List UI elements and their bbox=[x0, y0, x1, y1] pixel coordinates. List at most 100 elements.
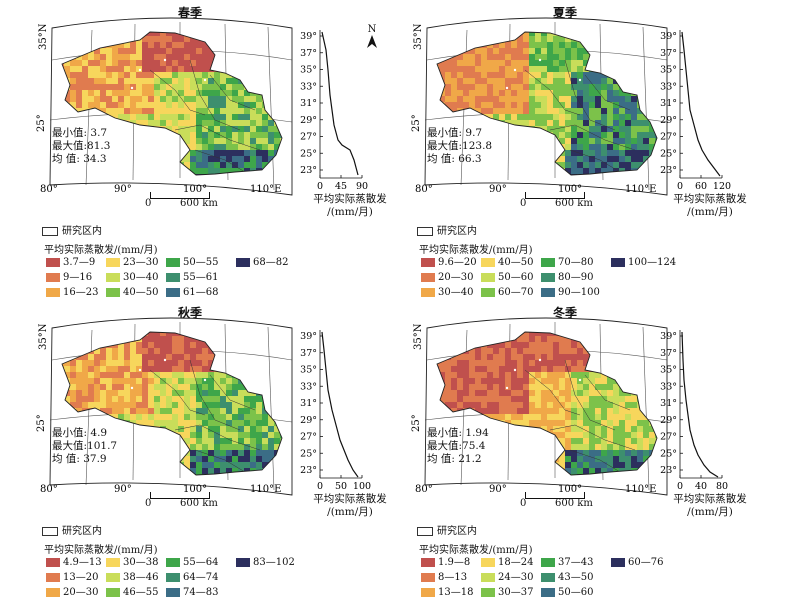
raster-cell bbox=[541, 342, 547, 348]
raster-cell bbox=[571, 84, 577, 90]
raster-cell bbox=[220, 90, 226, 96]
raster-cell bbox=[154, 366, 160, 372]
raster-cell bbox=[184, 366, 190, 372]
raster-cell bbox=[457, 96, 463, 102]
raster-cell bbox=[589, 168, 595, 174]
legend-item: 100—124 bbox=[611, 257, 676, 268]
raster-cell bbox=[196, 468, 202, 474]
raster-cell bbox=[244, 150, 250, 156]
raster-cell bbox=[160, 396, 166, 402]
legend-swatch bbox=[166, 273, 180, 282]
raster-cell bbox=[511, 72, 517, 78]
raster-cell bbox=[184, 396, 190, 402]
raster-cell bbox=[619, 126, 625, 132]
raster-cell bbox=[244, 90, 250, 96]
raster-cell bbox=[619, 408, 625, 414]
raster-cell bbox=[154, 378, 160, 384]
raster-cell bbox=[553, 372, 559, 378]
raster-cell bbox=[541, 378, 547, 384]
raster-cell bbox=[625, 432, 631, 438]
raster-cell bbox=[607, 378, 613, 384]
profile-y-tick: 39° bbox=[660, 331, 677, 342]
raster-cell bbox=[457, 54, 463, 60]
legend-item: 8—13 bbox=[421, 572, 467, 583]
raster-cell bbox=[220, 390, 226, 396]
raster-cell bbox=[232, 132, 238, 138]
raster-cell bbox=[547, 126, 553, 132]
raster-cell bbox=[481, 348, 487, 354]
raster-cell bbox=[529, 336, 535, 342]
raster-cell bbox=[184, 156, 190, 162]
raster-cell bbox=[262, 120, 268, 126]
raster-cell bbox=[553, 48, 559, 54]
raster-cell bbox=[613, 102, 619, 108]
scale-zero: 0 bbox=[145, 198, 152, 209]
raster-cell bbox=[577, 402, 583, 408]
raster-cell bbox=[94, 84, 100, 90]
legend-label: 1.9—8 bbox=[438, 557, 471, 568]
raster-cell bbox=[523, 360, 529, 366]
profile-y-tick: 29° bbox=[660, 115, 677, 126]
raster-cell bbox=[553, 390, 559, 396]
lat-label: 35°N bbox=[38, 323, 49, 350]
raster-cell bbox=[94, 372, 100, 378]
raster-cell bbox=[499, 114, 505, 120]
raster-cell bbox=[607, 102, 613, 108]
raster-cell bbox=[529, 332, 535, 336]
raster-cell bbox=[499, 78, 505, 84]
raster-cell bbox=[190, 42, 196, 48]
raster-cell bbox=[100, 72, 106, 78]
raster-cell bbox=[643, 138, 649, 144]
raster-cell bbox=[208, 450, 214, 456]
raster-cell bbox=[142, 360, 148, 366]
raster-cell bbox=[190, 438, 196, 444]
raster-cell bbox=[535, 348, 541, 354]
raster-cell bbox=[76, 66, 82, 72]
raster-cell bbox=[547, 102, 553, 108]
raster-cell bbox=[196, 438, 202, 444]
legend-swatch bbox=[166, 288, 180, 297]
raster-cell bbox=[202, 72, 208, 78]
raster-cell bbox=[100, 96, 106, 102]
raster-cell bbox=[166, 36, 172, 42]
raster-cell bbox=[226, 456, 232, 462]
raster-cell bbox=[88, 102, 94, 108]
legend-item: 9.6—20 bbox=[421, 257, 477, 268]
raster-cell bbox=[553, 108, 559, 114]
profile-x-tick: 0 bbox=[677, 481, 683, 492]
raster-cell bbox=[613, 120, 619, 126]
raster-cell bbox=[190, 114, 196, 120]
raster-cell bbox=[226, 408, 232, 414]
raster-cell bbox=[70, 102, 76, 108]
raster-cell bbox=[250, 438, 256, 444]
raster-cell bbox=[589, 456, 595, 462]
raster-cell bbox=[172, 372, 178, 378]
raster-cell bbox=[559, 462, 565, 468]
raster-cell bbox=[493, 396, 499, 402]
raster-cell bbox=[100, 390, 106, 396]
profile-x-tick: 0 bbox=[317, 481, 323, 492]
raster-cell bbox=[523, 60, 529, 66]
profile-label-line1: 平均实际蒸散发 bbox=[673, 193, 747, 205]
raster-cell bbox=[256, 402, 262, 408]
raster-cell bbox=[136, 420, 142, 426]
raster-cell bbox=[196, 66, 202, 72]
raster-cell bbox=[469, 90, 475, 96]
raster-cell bbox=[511, 390, 517, 396]
raster-cell bbox=[154, 396, 160, 402]
profile-y-tick: 37° bbox=[300, 48, 317, 59]
profile-y-tick: 37° bbox=[660, 48, 677, 59]
raster-cell bbox=[262, 126, 268, 132]
raster-cell bbox=[619, 114, 625, 120]
raster-cell bbox=[583, 102, 589, 108]
raster-cell bbox=[499, 66, 505, 72]
legend-inside-label: 研究区内 bbox=[62, 226, 102, 237]
raster-cell bbox=[463, 354, 469, 360]
raster-cell bbox=[136, 348, 142, 354]
raster-cell bbox=[178, 36, 184, 42]
raster-cell bbox=[643, 426, 649, 432]
raster-cell bbox=[190, 78, 196, 84]
raster-cell bbox=[559, 390, 565, 396]
raster-cell bbox=[172, 426, 178, 432]
raster-cell bbox=[607, 78, 613, 84]
